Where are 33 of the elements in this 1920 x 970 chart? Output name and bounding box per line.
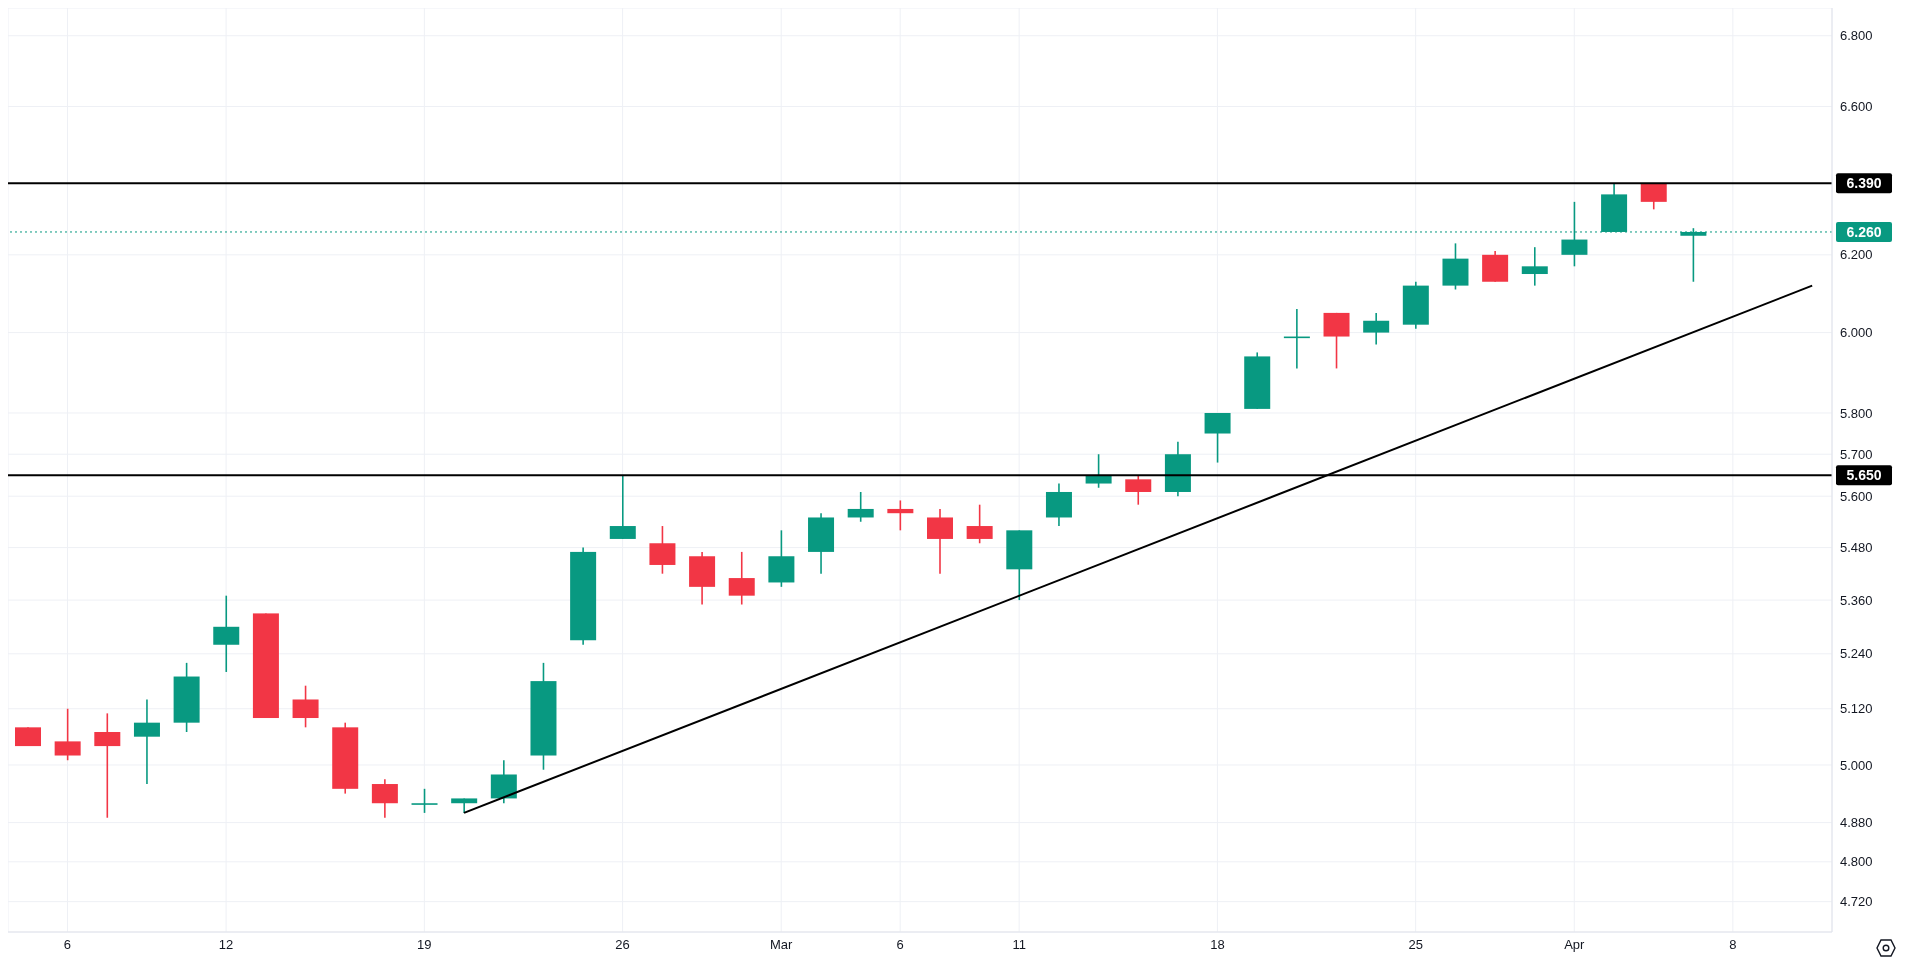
x-tick-label: 8 (1729, 937, 1737, 953)
x-tick-label: Apr (1564, 937, 1586, 953)
x-tick-label: 6 (63, 937, 72, 953)
y-tick-label: 6.600 (1840, 99, 1873, 115)
x-tick-label: 6 (896, 937, 904, 953)
x-tick-label: 26 (615, 937, 630, 953)
y-tick-label: 5.800 (1840, 405, 1873, 421)
x-tick-label: 11 (1012, 937, 1026, 953)
y-tick-label: 4.800 (1840, 854, 1873, 870)
y-tick-label: 6.000 (1840, 325, 1873, 341)
y-tick-label: 6.200 (1840, 247, 1873, 263)
candlestick (887, 499, 914, 532)
y-tick-label: 4.880 (1840, 815, 1873, 831)
y-tick-label: 5.480 (1840, 540, 1873, 556)
y-tick-label: 5.700 (1840, 446, 1873, 462)
x-tick-label: Mar (770, 937, 794, 953)
ref-line-label: 6.390 (1846, 175, 1882, 192)
ref-line-label: 5.650 (1846, 467, 1882, 484)
y-tick-label: 5.600 (1840, 488, 1873, 504)
candlestick (411, 788, 438, 814)
y-tick-label: 6.800 (1840, 28, 1873, 44)
candlestick (1521, 246, 1548, 287)
candlestick (847, 491, 874, 523)
y-tick-label: 5.000 (1840, 757, 1873, 773)
y-tick-label: 5.240 (1840, 646, 1873, 662)
y-tick-label: 5.360 (1840, 592, 1873, 608)
y-tick-label: 5.120 (1840, 701, 1873, 717)
x-tick-label: 19 (417, 937, 432, 953)
x-tick-label: 25 (1408, 937, 1423, 953)
ref-line-label: 6.260 (1846, 223, 1882, 240)
x-tick-label: 12 (218, 937, 234, 953)
x-tick-label: 18 (1210, 937, 1225, 953)
y-tick-label: 4.720 (1840, 894, 1873, 910)
